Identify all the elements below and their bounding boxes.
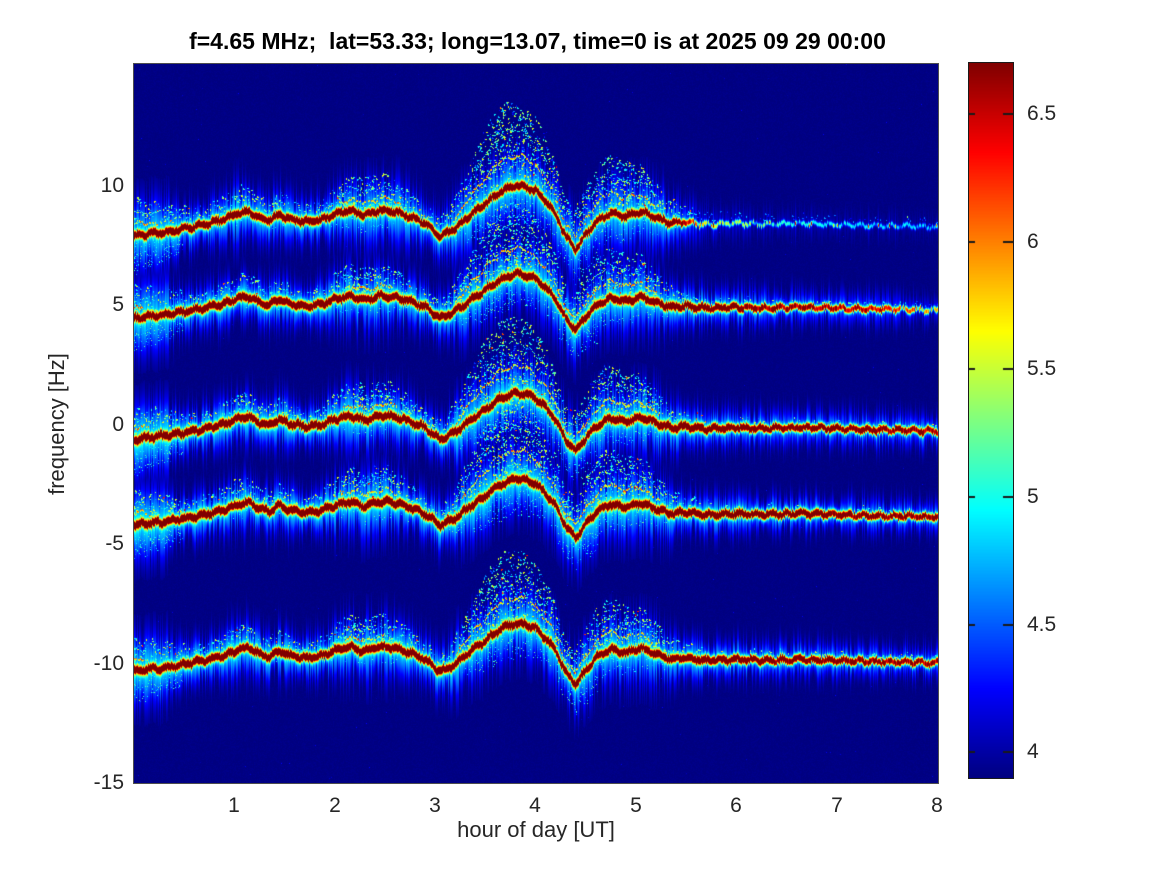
- y-tick-label: -15: [93, 771, 124, 794]
- x-tick-label: 6: [730, 794, 742, 817]
- y-tick-label: -10: [93, 652, 124, 675]
- x-tick-label: 4: [529, 794, 541, 817]
- spectrogram-plot-canvas: [133, 63, 939, 784]
- colorbar-tick-label: 4.5: [1027, 613, 1057, 636]
- x-tick-label: 8: [931, 794, 943, 817]
- colorbar-tick-label: 6.5: [1027, 102, 1057, 125]
- plot-title: f=4.65 MHz; lat=53.33; long=13.07, time=…: [189, 28, 886, 54]
- y-tick-label: 5: [112, 293, 124, 316]
- x-tick-label: 1: [228, 794, 240, 817]
- x-tick-label: 7: [831, 794, 843, 817]
- x-tick-label: 3: [429, 794, 441, 817]
- colorbar-tick-label: 5: [1027, 485, 1039, 508]
- colorbar-canvas: [968, 62, 1014, 779]
- colorbar-tick-label: 4: [1027, 740, 1039, 763]
- x-tick-label: 5: [630, 794, 642, 817]
- colorbar-tick-label: 6: [1027, 230, 1039, 253]
- x-axis-label: hour of day [UT]: [457, 817, 615, 842]
- y-tick-label: -5: [105, 532, 124, 555]
- y-tick-label: 0: [112, 413, 124, 436]
- y-tick-label: 10: [100, 174, 124, 197]
- colorbar-tick-label: 5.5: [1027, 357, 1057, 380]
- x-tick-label: 2: [329, 794, 341, 817]
